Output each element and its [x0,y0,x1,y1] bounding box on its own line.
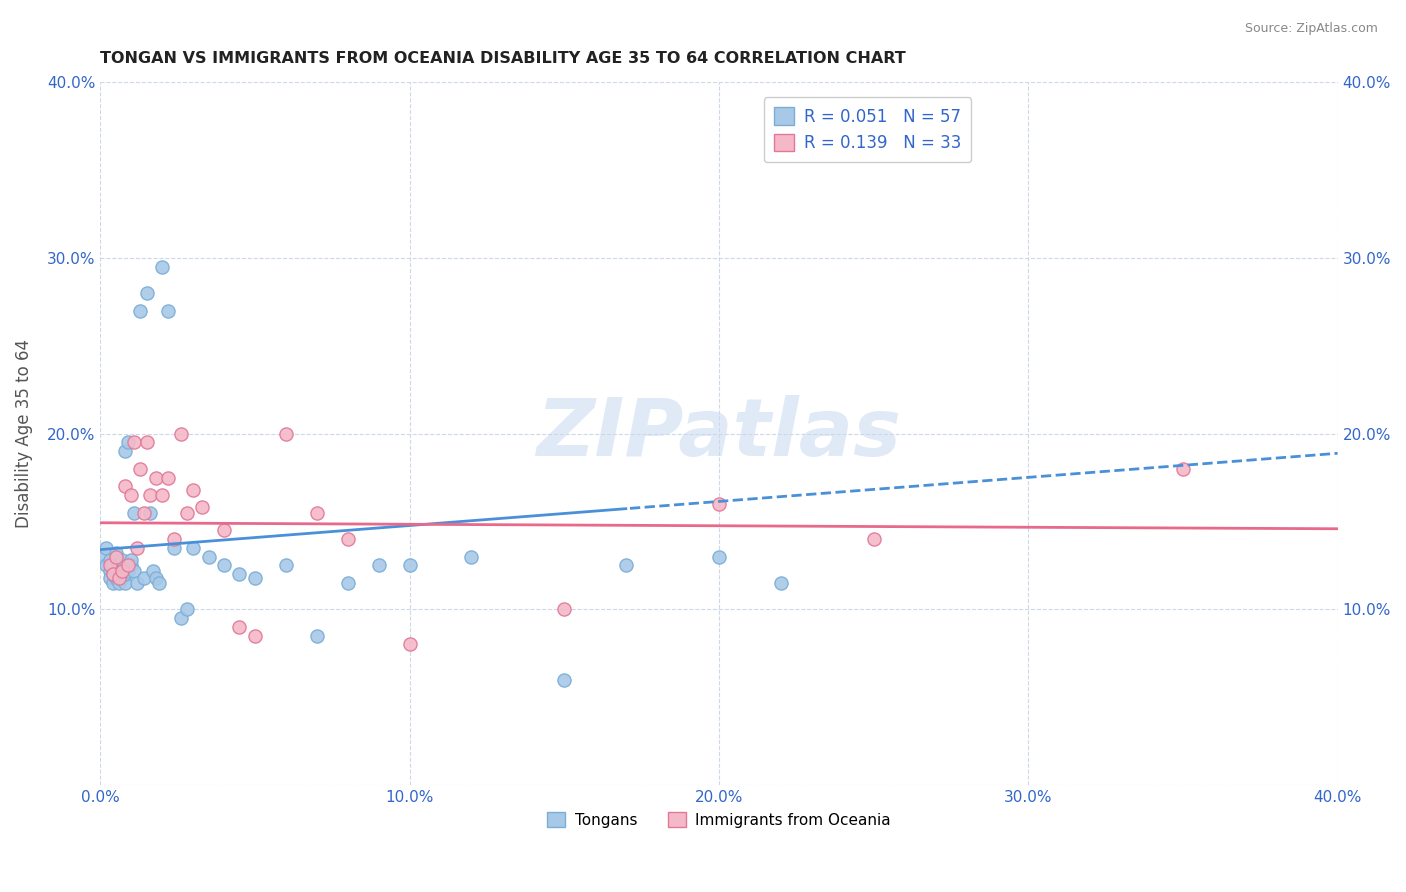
Point [460,549,482,564]
Y-axis label: Disability Age 35 to 64: Disability Age 35 to 64 [15,339,32,528]
Point [862,532,884,546]
Point [769,576,792,591]
Point [98,564,121,578]
Point [139,488,162,502]
Point [120,558,142,573]
Point [132,571,155,585]
Point [111,564,134,578]
Point [145,571,167,585]
Point [104,571,127,585]
Point [108,567,131,582]
Point [104,553,127,567]
Point [181,483,204,497]
Point [336,576,359,591]
Point [114,567,136,582]
Point [135,435,157,450]
Point [104,549,127,564]
Point [127,541,149,555]
Point [157,303,180,318]
Point [120,553,142,567]
Point [243,629,266,643]
Point [108,576,131,591]
Point [163,532,186,546]
Point [127,576,149,591]
Point [176,602,198,616]
Point [181,541,204,555]
Point [101,567,124,582]
Point [96,541,118,555]
Point [93,549,115,564]
Point [170,426,193,441]
Point [142,564,165,578]
Point [150,260,173,274]
Point [117,564,139,578]
Point [124,435,146,450]
Point [212,523,235,537]
Point [191,500,214,515]
Point [274,426,297,441]
Point [111,571,134,585]
Point [553,673,575,687]
Point [336,532,359,546]
Point [120,488,142,502]
Text: ZIPatlas: ZIPatlas [537,394,901,473]
Point [124,564,146,578]
Point [101,558,124,573]
Point [98,571,121,585]
Point [305,506,328,520]
Point [124,506,146,520]
Point [707,497,730,511]
Point [228,567,250,582]
Point [98,553,121,567]
Point [1171,462,1194,476]
Point [614,558,637,573]
Point [104,546,127,560]
Point [135,285,157,300]
Point [274,558,297,573]
Point [707,549,730,564]
Point [367,558,389,573]
Point [98,558,121,573]
Point [398,558,420,573]
Point [96,558,118,573]
Point [305,629,328,643]
Point [243,571,266,585]
Point [111,564,134,578]
Point [398,638,420,652]
Text: TONGAN VS IMMIGRANTS FROM OCEANIA DISABILITY AGE 35 TO 64 CORRELATION CHART: TONGAN VS IMMIGRANTS FROM OCEANIA DISABI… [100,51,905,66]
Point [114,479,136,493]
Point [212,558,235,573]
Point [129,462,152,476]
Point [104,564,127,578]
Point [108,558,131,573]
Point [111,553,134,567]
Text: Source: ZipAtlas.com: Source: ZipAtlas.com [1244,22,1378,36]
Point [862,145,884,160]
Point [114,444,136,458]
Point [132,506,155,520]
Point [129,303,152,318]
Point [101,576,124,591]
Point [101,567,124,582]
Point [148,576,170,591]
Point [150,488,173,502]
Point [163,541,186,555]
Point [228,620,250,634]
Point [197,549,219,564]
Point [553,602,575,616]
Point [139,506,162,520]
Point [170,611,193,625]
Point [176,506,198,520]
Point [108,571,131,585]
Point [157,470,180,484]
Point [114,576,136,591]
Point [145,470,167,484]
Point [117,558,139,573]
Legend: Tongans, Immigrants from Oceania: Tongans, Immigrants from Oceania [541,805,897,834]
Point [117,435,139,450]
